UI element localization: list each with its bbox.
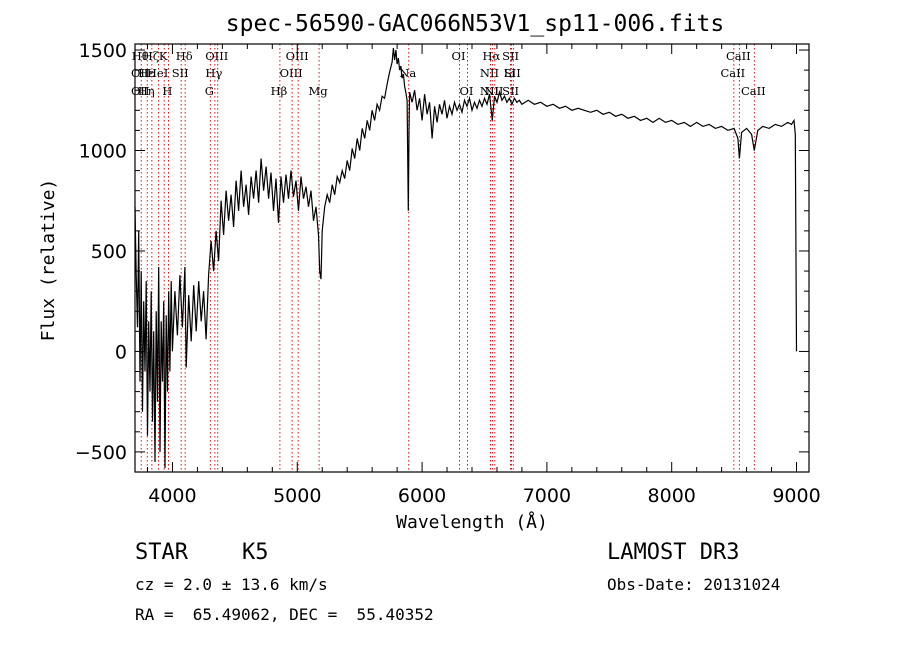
line-marker-label: OIII [280,66,303,80]
spectral-line-labels: HθOIIOIIHεHηHζHeIKHSIIHδGHγOIIIHβOIIIOII… [131,49,766,98]
line-marker-label: Li [504,66,516,80]
y-tick-label: −500 [75,442,127,464]
axis-ticks: 4000 5000 6000 7000 8000 9000 −500 0 500 1000 1500 [75,40,821,507]
line-marker-label: CaII [726,49,751,63]
y-tick-label: 500 [91,241,127,263]
line-marker-label: Mg [309,84,329,98]
line-marker-label: SII [504,66,521,80]
x-tick-label: 7000 [523,485,571,507]
line-marker-label: OII [131,84,150,98]
line-marker-label: NII [480,66,499,80]
y-tick-label: 1500 [79,40,127,62]
line-marker-label: K [159,49,168,63]
line-marker-label: OI [452,49,466,63]
x-tick-label: 8000 [648,485,696,507]
spectrum-chart: spec-56590-GAC066N53V1_sp11-006.fits Hθ O… [38,11,821,533]
line-marker-label: NII [480,84,499,98]
line-marker-label: HeI [147,66,168,80]
line-marker-label: OIII [286,49,309,63]
x-tick-label: 9000 [772,485,820,507]
survey-name: LAMOST DR3 [607,540,740,565]
spectrum-series-line [134,47,798,469]
line-marker-label: SII [172,66,189,80]
line-marker-label: Hα [482,49,500,63]
line-marker-label: Hη [138,84,155,98]
line-marker-label: OII [131,66,150,80]
line-marker-label: Hδ [176,49,193,63]
spectral-subclass: K5 [242,540,269,565]
redshift-readout: cz = 2.0 ± 13.6 km/s [135,575,328,594]
line-marker-label: Hβ [271,84,288,98]
line-marker-label: H [162,84,172,98]
line-marker-label: Hε [138,66,154,80]
object-type: STAR [135,540,188,565]
chart-title: spec-56590-GAC066N53V1_sp11-006.fits [226,11,725,37]
spectral-line-markers [140,44,755,472]
y-axis-label: Flux (relative) [38,179,59,342]
y-tick-label: 0 [115,341,127,363]
x-tick-label: 4000 [148,485,196,507]
line-marker-label: SII [502,49,519,63]
line-marker-label: CaII [741,84,766,98]
line-marker-label: Hγ [205,66,222,80]
line-marker-label: Hζ [143,49,159,63]
line-marker-label: CaII [720,66,745,80]
line-marker-label: OI [460,84,474,98]
line-marker-label: G [205,84,214,98]
x-axis-label: Wavelength (Å) [396,511,548,533]
line-marker-label: SII [502,84,519,98]
y-tick-label: 1000 [79,140,127,162]
sky-coordinates: RA = 65.49062, DEC = 55.40352 [135,605,434,624]
observation-date: Obs-Date: 20131024 [607,575,781,594]
x-tick-label: 6000 [398,485,446,507]
x-tick-label: 5000 [273,485,321,507]
line-marker-label: Hθ [132,49,149,63]
line-marker-label: OIII [205,49,228,63]
